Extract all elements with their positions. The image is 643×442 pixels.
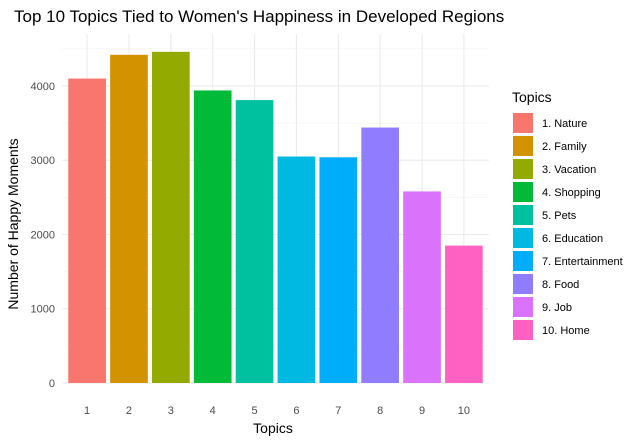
legend: Topics 1. Nature 2. Family 3. Vacation 4. S… [512, 89, 623, 340]
y-tick-label: 1000 [31, 304, 55, 316]
bar-4 [193, 90, 232, 383]
x-axis-ticks: 1 2 3 4 5 6 7 8 9 10 [84, 405, 470, 417]
legend-label: 5. Pets [542, 210, 577, 222]
legend-label: 1. Nature [542, 118, 587, 130]
bar-6 [277, 156, 316, 383]
legend-swatch [513, 136, 533, 156]
y-tick-label: 4000 [31, 81, 55, 93]
legend-swatch [513, 182, 533, 202]
x-tick-label: 5 [252, 405, 258, 417]
legend-label: 2. Family [542, 141, 587, 153]
chart-title: Top 10 Topics Tied to Women's Happiness … [14, 7, 504, 26]
bar-2 [110, 54, 148, 383]
bar-3 [152, 51, 190, 383]
x-tick-label: 1 [84, 405, 90, 417]
bar-7 [319, 157, 358, 383]
x-tick-label: 3 [168, 405, 174, 417]
y-tick-label: 0 [49, 378, 55, 390]
legend-swatch [513, 113, 533, 133]
bar-8 [361, 127, 399, 383]
y-axis-ticks: 0 1000 2000 3000 4000 [31, 81, 55, 390]
legend-swatch [513, 205, 533, 225]
x-tick-label: 10 [458, 405, 470, 417]
bar-1 [68, 78, 106, 383]
x-tick-label: 8 [377, 405, 383, 417]
x-tick-label: 2 [126, 405, 132, 417]
x-tick-label: 7 [335, 405, 341, 417]
legend-entries: 1. Nature 2. Family 3. Vacation 4. Shopping… [513, 113, 623, 340]
x-tick-label: 4 [210, 405, 216, 417]
y-axis-title: Number of Happy Moments [5, 138, 21, 309]
legend-swatch [513, 320, 533, 340]
x-tick-label: 6 [293, 405, 299, 417]
bars [68, 51, 483, 384]
legend-swatch [513, 297, 533, 317]
legend-title: Topics [512, 89, 552, 105]
legend-swatch [513, 159, 533, 179]
legend-swatch [513, 251, 533, 271]
legend-swatch [513, 274, 533, 294]
x-tick-label: 9 [419, 405, 425, 417]
legend-label: 6. Education [542, 233, 603, 245]
legend-label: 9. Job [542, 302, 572, 314]
y-tick-label: 3000 [31, 155, 55, 167]
bar-10 [445, 245, 483, 383]
legend-label: 3. Vacation [542, 164, 596, 176]
bar-9 [403, 191, 441, 383]
bar-5 [235, 100, 274, 384]
legend-label: 10. Home [542, 325, 590, 337]
legend-label: 4. Shopping [542, 187, 601, 199]
x-axis-title: Topics [253, 420, 293, 436]
legend-label: 8. Food [542, 279, 579, 291]
y-tick-label: 2000 [31, 229, 55, 241]
legend-swatch [513, 228, 533, 248]
legend-label: 7. Entertainment [542, 256, 623, 268]
